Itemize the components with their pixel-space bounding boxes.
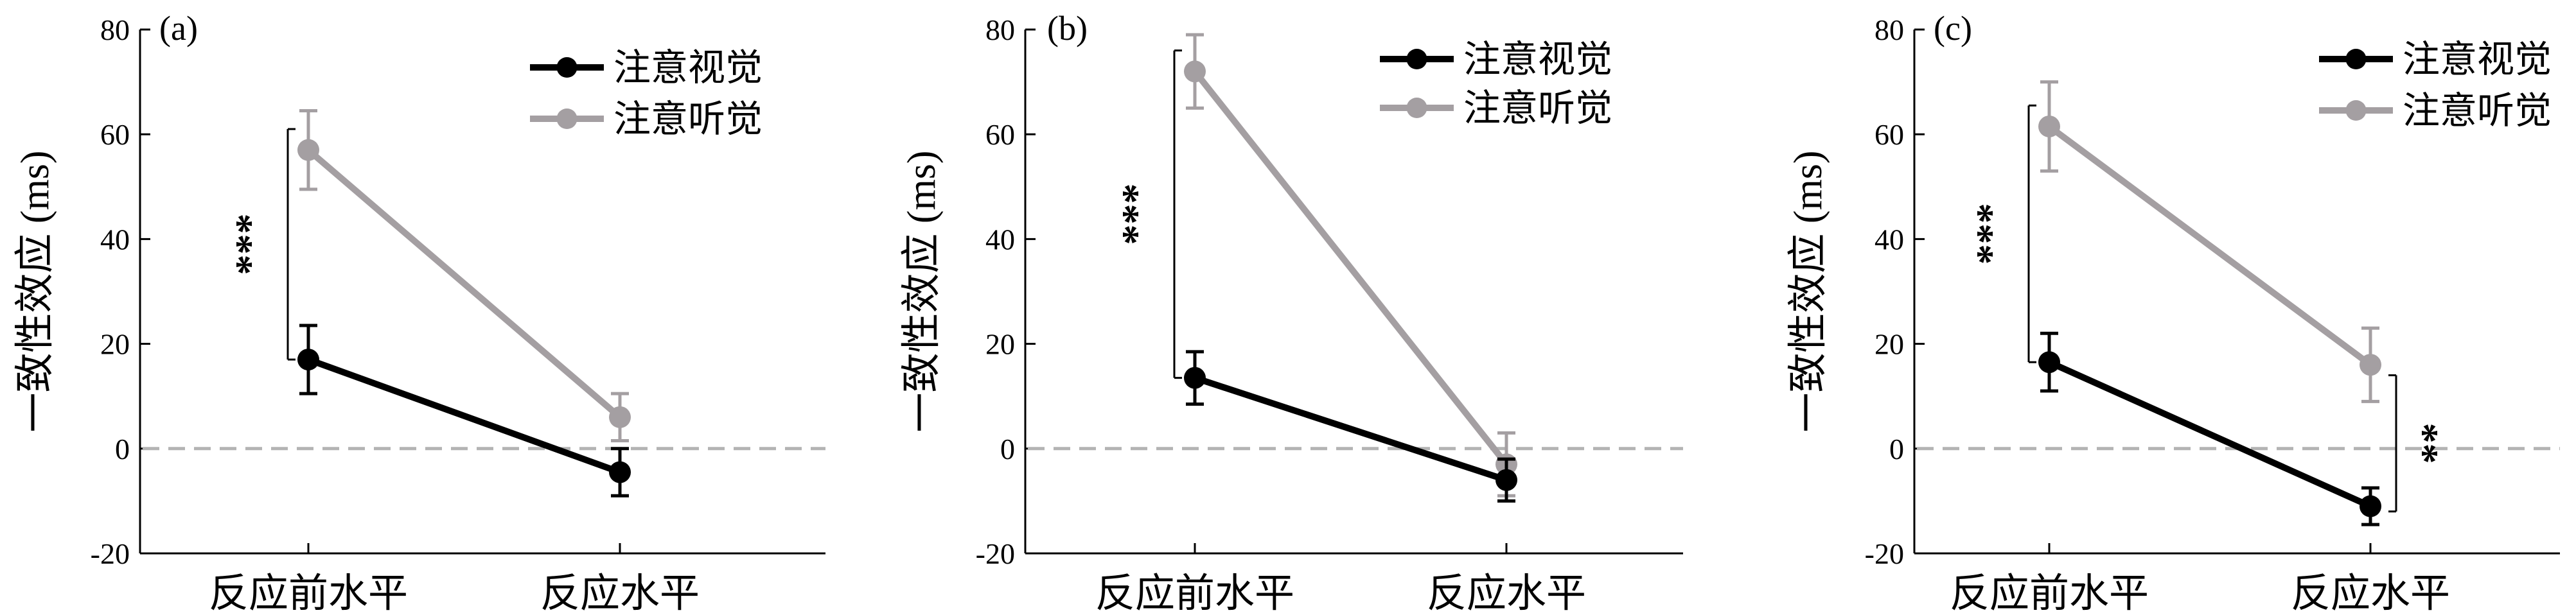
x-category-label: 反应水平: [540, 572, 700, 615]
legend-marker: [1406, 49, 1427, 69]
data-point: [1184, 60, 1206, 83]
legend-label: 注意视觉: [2403, 39, 2552, 80]
data-point: [2038, 351, 2060, 374]
panel-label: (b): [1047, 9, 1088, 48]
legend-marker: [556, 108, 578, 129]
chart-panel-a: -20 0 20 40 60 80 反应前水平 反应水平 一致性效应 (ms) (a) *** 注意视…: [13, 9, 825, 615]
x-category-label: 反应前水平: [1095, 572, 1294, 615]
series-attend-auditory: [2038, 80, 2381, 403]
data-point: [2360, 495, 2381, 517]
y-axis-label: 一致性效应 (ms): [1786, 150, 1830, 432]
y-tick-label: 40: [985, 223, 1015, 256]
series-line: [2047, 359, 2372, 510]
legend-label: 注意听觉: [2403, 90, 2552, 132]
data-point: [1184, 367, 1206, 389]
x-category-label: 反应前水平: [1950, 572, 2149, 615]
y-tick-label: 60: [1875, 118, 1904, 151]
y-tick-label: 20: [100, 328, 130, 361]
panel-label: (c): [1934, 9, 1972, 48]
legend-marker: [1406, 98, 1427, 118]
significance-label: **: [2401, 423, 2447, 464]
y-axis-label: 一致性效应 (ms): [13, 150, 57, 432]
x-category-label: 反应前水平: [209, 572, 408, 615]
series-line: [306, 147, 622, 420]
y-tick-label: 40: [100, 223, 130, 256]
y-tick-label: 0: [115, 433, 130, 465]
series-attend-visual: [297, 324, 631, 498]
y-tick-label: 80: [1875, 13, 1904, 46]
legend-marker: [2345, 49, 2367, 69]
data-point: [1495, 469, 1517, 491]
x-category-label: 反应水平: [1427, 572, 1586, 615]
y-tick-label: 0: [1889, 433, 1904, 465]
significance-label: ***: [227, 214, 272, 275]
y-tick-label: -20: [976, 537, 1015, 570]
legend-label: 注意听觉: [613, 98, 763, 140]
chart-panel-b: -20 0 20 40 60 80 反应前水平 反应水平 一致性效应 (ms) (b) *** 注意视…: [900, 9, 1683, 615]
data-point: [297, 349, 319, 371]
y-tick-label: 40: [1875, 223, 1904, 256]
y-tick-label: 60: [100, 118, 130, 151]
series-attend-visual: [1184, 350, 1517, 503]
data-point: [2360, 354, 2381, 376]
legend-marker: [2345, 100, 2367, 121]
data-point: [2038, 115, 2060, 137]
data-point: [297, 139, 319, 161]
series-attend-auditory: [297, 108, 631, 443]
legend-label: 注意听觉: [1463, 87, 1612, 129]
y-tick-label: -20: [1865, 537, 1904, 570]
x-category-label: 反应水平: [2291, 572, 2450, 615]
series-line: [1194, 374, 1508, 483]
y-tick-label: 20: [985, 328, 1015, 361]
y-tick-label: 20: [1875, 328, 1904, 361]
data-point: [609, 461, 631, 483]
significance-label: ***: [1968, 203, 2013, 264]
data-point: [609, 406, 631, 428]
series-line: [1192, 69, 1509, 467]
legend-label: 注意视觉: [1463, 39, 1612, 80]
y-tick-label: -20: [91, 537, 130, 570]
series-line: [307, 356, 621, 476]
series-attend-visual: [2038, 331, 2381, 526]
y-axis-label: 一致性效应 (ms): [900, 150, 944, 432]
y-tick-label: 80: [100, 13, 130, 46]
series-line: [2047, 123, 2372, 368]
y-tick-label: 0: [1000, 433, 1015, 465]
significance-label: ***: [1113, 184, 1159, 245]
legend-marker: [556, 57, 578, 78]
y-tick-label: 80: [985, 13, 1015, 46]
y-tick-label: 60: [985, 118, 1015, 151]
legend-label: 注意视觉: [613, 47, 763, 89]
panel-label: (a): [159, 9, 198, 48]
